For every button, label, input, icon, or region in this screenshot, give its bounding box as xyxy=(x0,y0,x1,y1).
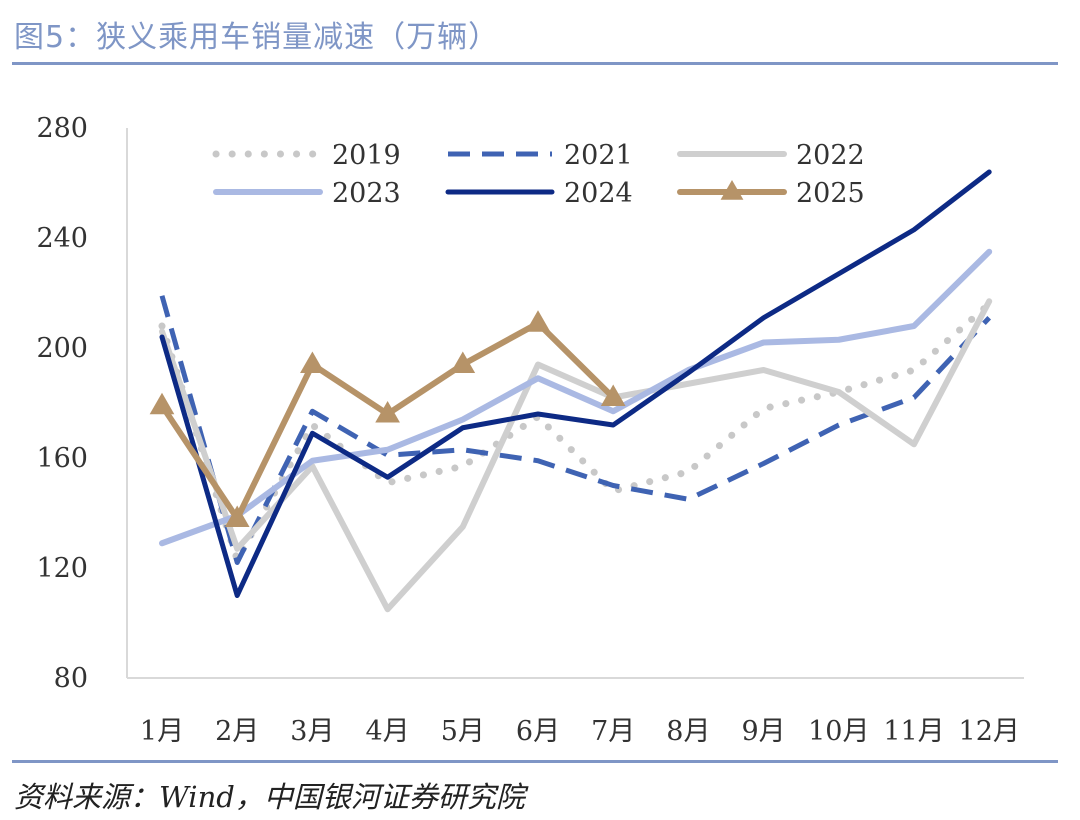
legend-label-2022: 2022 xyxy=(796,140,865,171)
legend-marker-2025 xyxy=(720,180,744,200)
series-line-2019 xyxy=(158,300,993,564)
series-line-2024 xyxy=(159,169,992,598)
series-point-2025 xyxy=(600,384,626,406)
line-chart: 80 120 160 200 240 280 1月 2月 3月 4月 5月 6月 7月 8月 9月 10月 11… xyxy=(36,113,1024,747)
legend-label-2024: 2024 xyxy=(564,178,633,209)
legend-label-2021: 2021 xyxy=(564,140,633,171)
x-tick-label: 2月 xyxy=(215,716,259,747)
x-tick-label: 6月 xyxy=(516,716,560,747)
x-tick-label: 4月 xyxy=(366,716,410,747)
x-tick-label: 10月 xyxy=(808,716,869,747)
legend-label-2023: 2023 xyxy=(332,178,401,209)
series-point-2025 xyxy=(450,351,476,373)
y-tick-label: 240 xyxy=(36,223,88,254)
x-tick-label: 11月 xyxy=(883,716,944,747)
x-tick-label: 7月 xyxy=(591,716,635,747)
legend-label-2025: 2025 xyxy=(796,178,865,209)
source-note: 资料来源：Wind，中国银河证券研究院 xyxy=(14,780,525,814)
series-line-2021 xyxy=(159,295,992,565)
x-tick-label: 5月 xyxy=(441,716,485,747)
y-tick-label: 120 xyxy=(36,553,88,584)
series-point-2025 xyxy=(525,310,551,332)
chart-title: 图5：狭义乘用车销量减速（万辆） xyxy=(14,20,500,55)
x-tick-label: 3月 xyxy=(290,716,334,747)
title-rule xyxy=(12,62,1058,65)
footer-rule xyxy=(12,760,1058,763)
series-line-2023 xyxy=(159,248,993,547)
y-tick-label: 200 xyxy=(36,333,88,364)
y-tick-label: 280 xyxy=(36,113,88,144)
series-point-2025 xyxy=(300,351,325,373)
x-tick-label: 1月 xyxy=(140,716,184,747)
series-line-2022 xyxy=(159,298,993,613)
series-point-2025 xyxy=(224,505,250,527)
y-tick-label: 80 xyxy=(54,663,88,694)
x-tick-label: 9月 xyxy=(742,716,786,747)
series-point-2025 xyxy=(375,401,400,423)
x-tick-label: 8月 xyxy=(666,716,710,747)
y-tick-label: 160 xyxy=(36,443,88,474)
legend-label-2019: 2019 xyxy=(332,140,401,171)
series-point-2025 xyxy=(149,392,175,415)
x-tick-label: 12月 xyxy=(959,716,1020,747)
